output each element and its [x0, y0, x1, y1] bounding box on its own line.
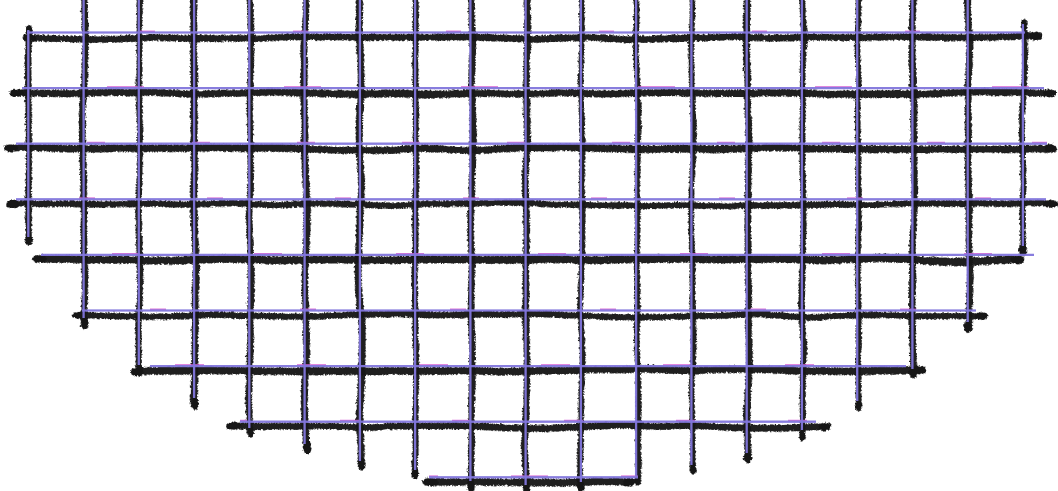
ink-blob [912, 366, 926, 374]
ink-blob [6, 199, 20, 209]
ink-blob [974, 310, 988, 319]
ink-blob [743, 451, 752, 463]
ink-h-stroke [32, 253, 1024, 265]
ink-h-stroke [10, 87, 1056, 97]
ink-blob [1027, 32, 1041, 41]
ink-blob [1010, 254, 1024, 264]
ink-h-stroke [3, 143, 1058, 153]
ink-h-stroke [423, 476, 634, 486]
ink-blob [300, 439, 309, 455]
ink-blob [191, 394, 198, 410]
ink-blob [356, 457, 364, 471]
ink-blob [818, 421, 830, 430]
ink-blob [70, 311, 86, 319]
ink-blob [9, 88, 25, 97]
ink-blob [1018, 242, 1027, 256]
ink-blob [853, 399, 861, 411]
ink-blob [2, 144, 18, 152]
ink-blob [131, 366, 143, 375]
ink-blob [24, 234, 33, 246]
ink-h-stroke [130, 365, 926, 375]
ink-blob [32, 255, 46, 263]
ink-blob [688, 461, 696, 475]
ink-h-stroke [71, 310, 988, 319]
ink-blob [1042, 199, 1058, 207]
ink-h-stroke [6, 198, 1057, 208]
ink-blob [1042, 88, 1056, 97]
ink-blob [798, 428, 806, 440]
ink-h-stroke [225, 421, 831, 431]
ink-blob [80, 315, 88, 329]
ink-blob [621, 476, 633, 486]
ink-blob [224, 421, 240, 430]
ink-blob [422, 477, 438, 486]
ink-blob [411, 467, 419, 479]
ink-blob [963, 318, 972, 332]
ink-h-stroke [22, 32, 1041, 41]
purple-guide-layer [16, 0, 1047, 485]
ink-blob [1045, 143, 1057, 152]
